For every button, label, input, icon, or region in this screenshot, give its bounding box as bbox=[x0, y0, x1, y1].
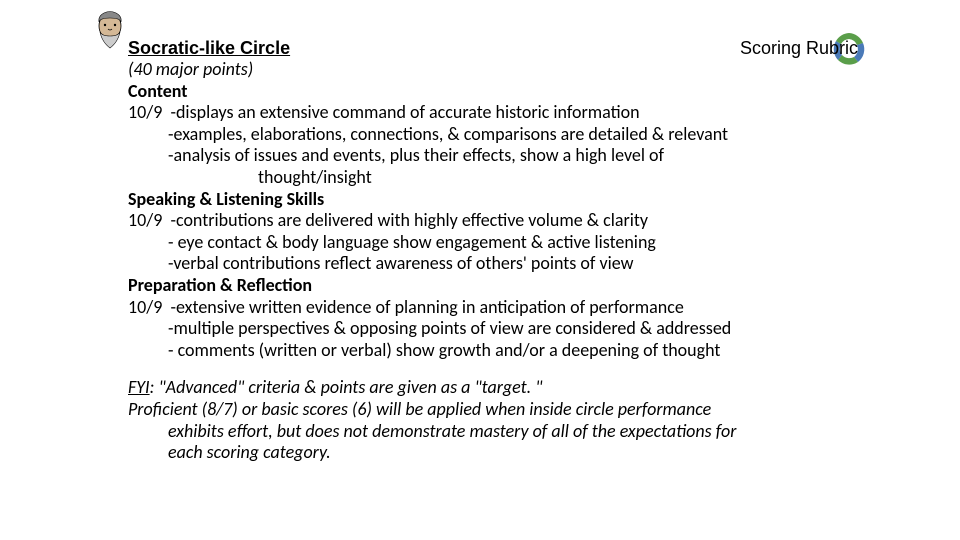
preparation-line-1: 10/9 -extensive written evidence of plan… bbox=[128, 297, 858, 319]
preparation-heading: Preparation & Reflection bbox=[128, 275, 858, 297]
speaking-line-3: -verbal contributions reflect awareness … bbox=[128, 253, 858, 275]
fyi-line-4: each scoring category. bbox=[128, 442, 858, 464]
fyi-line-3: exhibits effort, but does not demonstrat… bbox=[128, 421, 858, 443]
content-line-4: thought/insight bbox=[128, 167, 858, 189]
page-title: Socratic-like Circle bbox=[128, 38, 290, 59]
content-line-1: 10/9 -displays an extensive command of a… bbox=[128, 102, 858, 124]
speaking-line-2: - eye contact & body language show engag… bbox=[128, 232, 858, 254]
socrates-icon bbox=[90, 8, 130, 52]
content-line-3: -analysis of issues and events, plus the… bbox=[128, 145, 858, 167]
content-heading: Content bbox=[128, 81, 858, 103]
fyi-line-2: Proficient (8/7) or basic scores (6) wil… bbox=[128, 399, 858, 421]
score-prefix: 10/9 bbox=[128, 296, 162, 318]
speaking-line-1: 10/9 -contributions are delivered with h… bbox=[128, 210, 858, 232]
fyi-line-1: FYI: "Advanced" criteria & points are gi… bbox=[128, 377, 858, 399]
header-row: Socratic-like Circle Scoring Rubric bbox=[128, 38, 858, 59]
speaking-heading: Speaking & Listening Skills bbox=[128, 189, 858, 211]
document-body: Socratic-like Circle Scoring Rubric (40 … bbox=[128, 38, 858, 464]
preparation-line-3: - comments (written or verbal) show grow… bbox=[128, 340, 858, 362]
criterion-text: -extensive written evidence of planning … bbox=[170, 296, 683, 318]
fyi-text-1: : "Advanced" criteria & points are given… bbox=[150, 376, 543, 398]
criterion-text: -contributions are delivered with highly… bbox=[170, 209, 648, 231]
scoring-label: Scoring Rubric bbox=[740, 38, 858, 59]
score-prefix: 10/9 bbox=[128, 101, 162, 123]
preparation-line-2: -multiple perspectives & opposing points… bbox=[128, 318, 858, 340]
points-subtitle: (40 major points) bbox=[128, 59, 858, 81]
criterion-text: -displays an extensive command of accura… bbox=[170, 101, 639, 123]
fyi-label: FYI bbox=[128, 376, 150, 398]
score-prefix: 10/9 bbox=[128, 209, 162, 231]
fyi-block: FYI: "Advanced" criteria & points are gi… bbox=[128, 377, 858, 463]
content-line-2: -examples, elaborations, connections, & … bbox=[128, 124, 858, 146]
